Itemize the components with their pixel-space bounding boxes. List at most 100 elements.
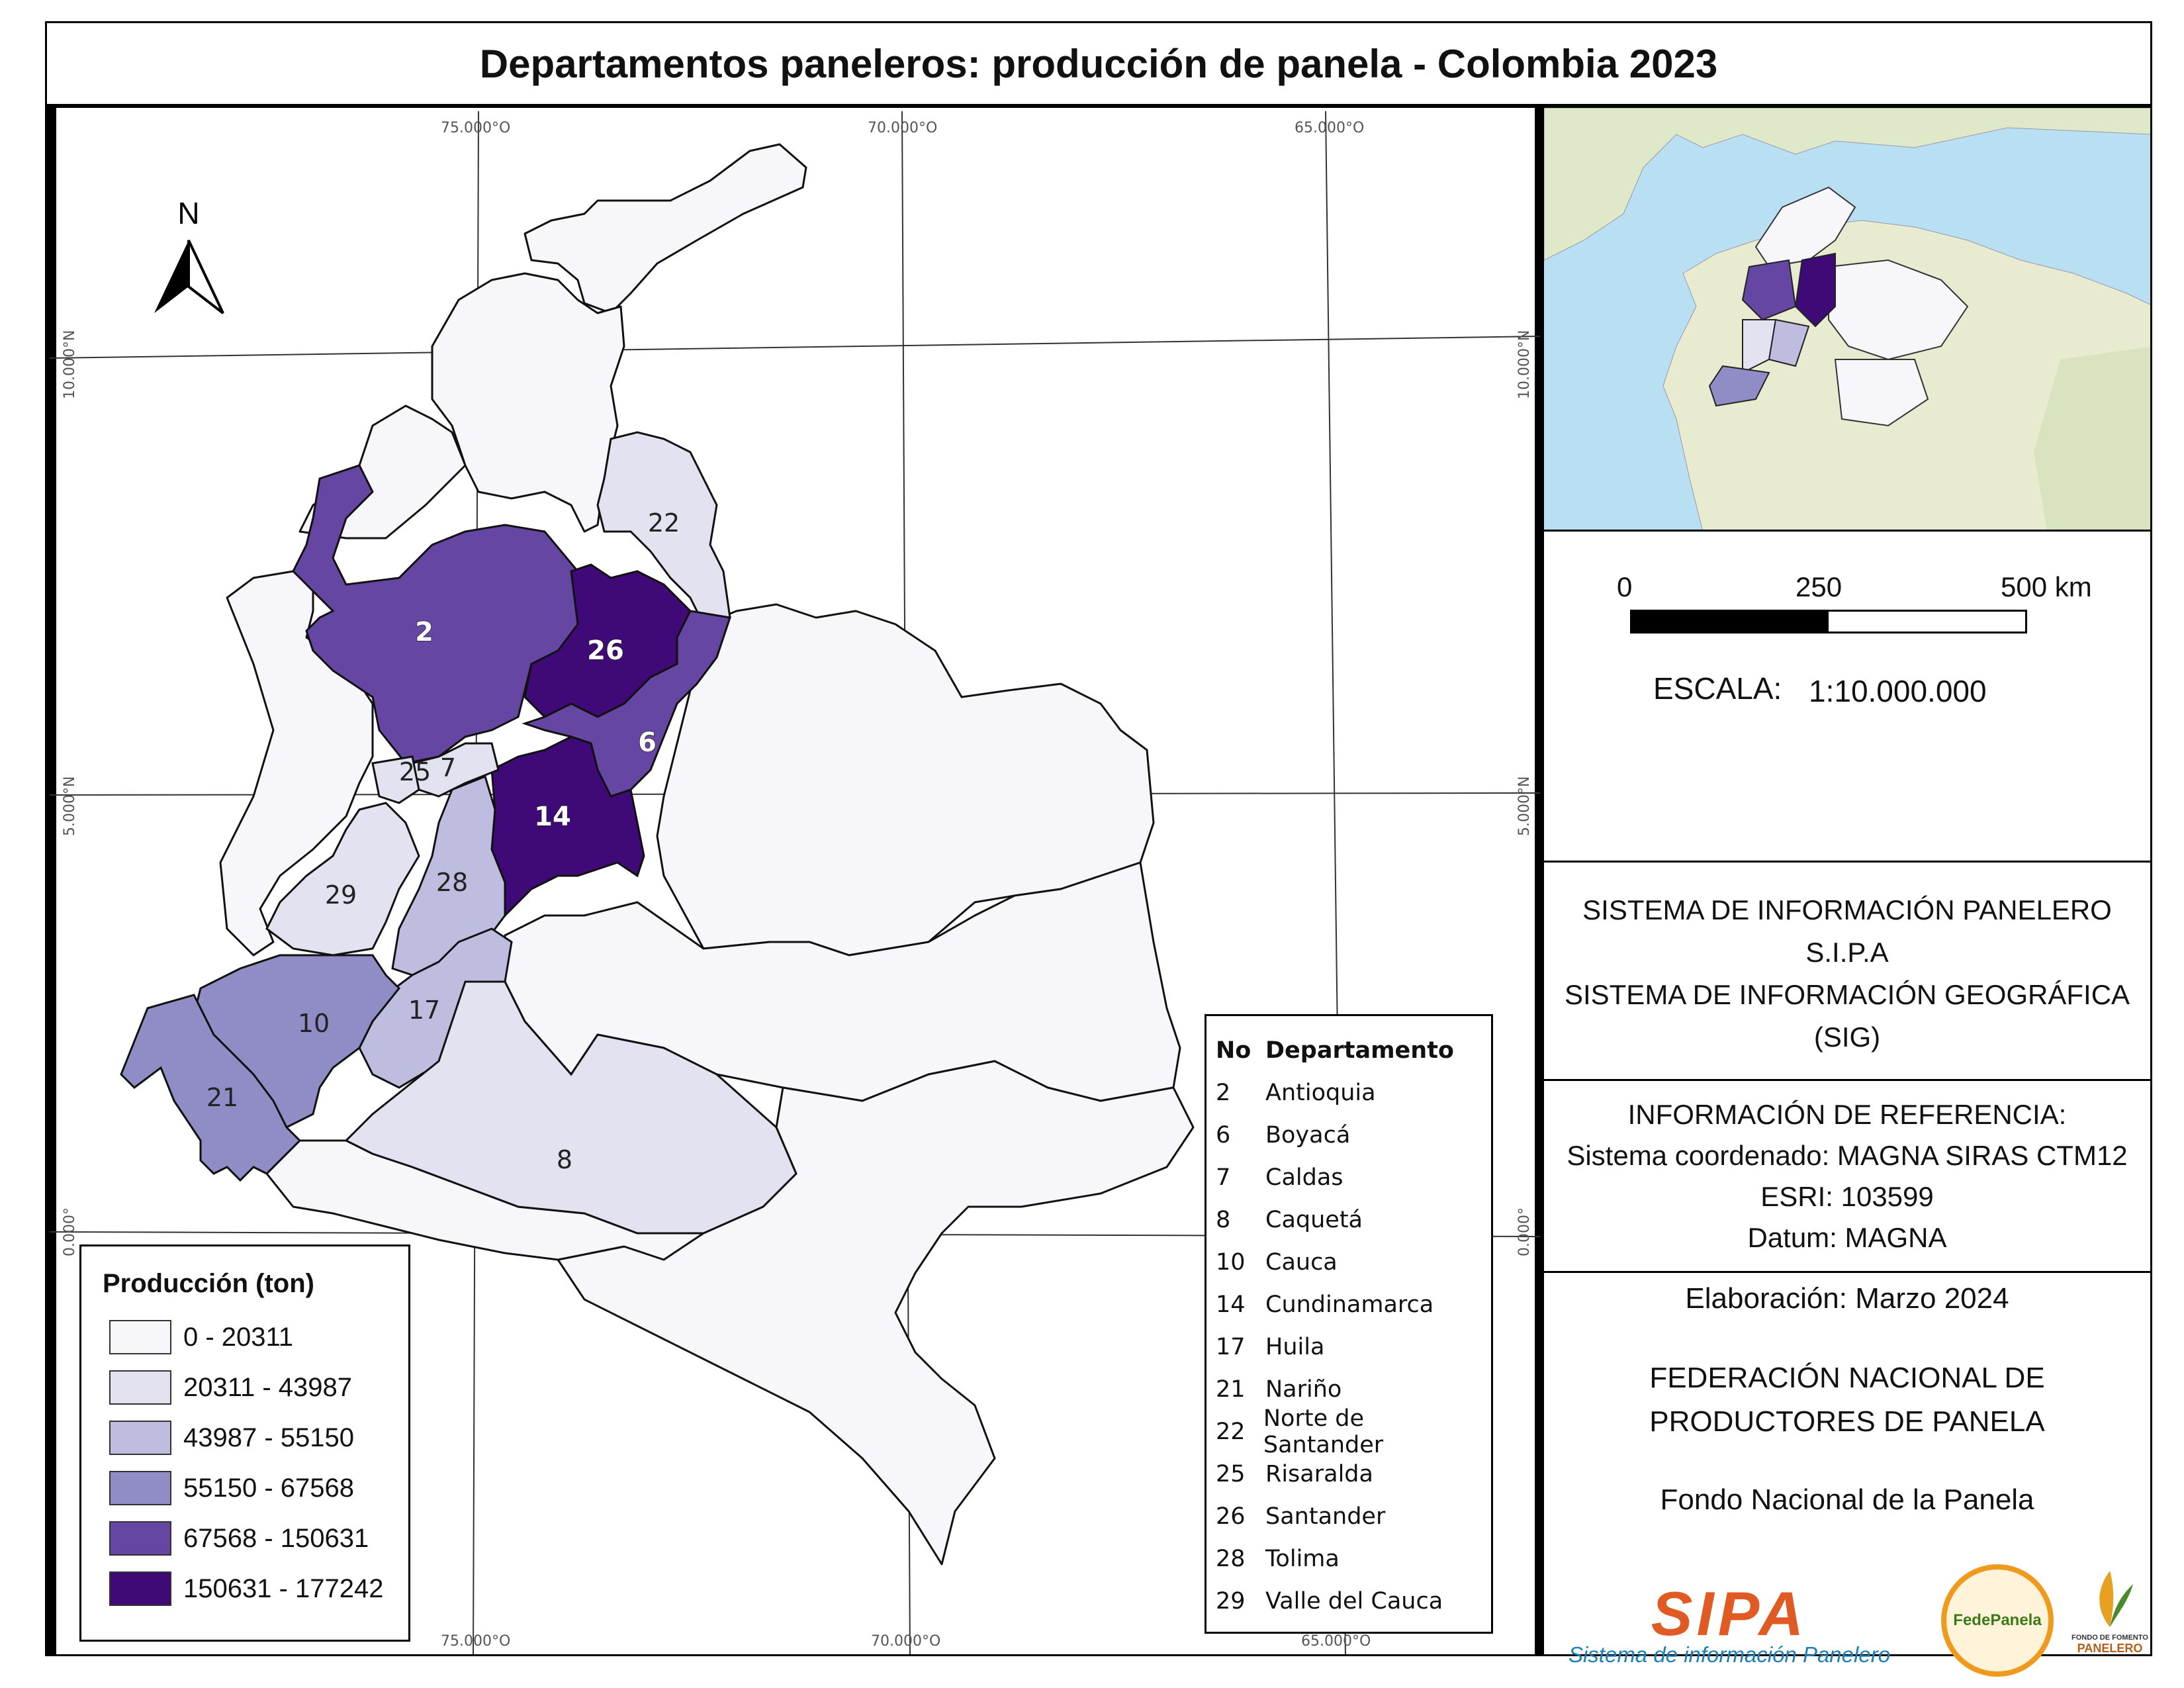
- legend-item: 0 - 20311: [96, 1312, 394, 1362]
- row-no: 22: [1216, 1419, 1246, 1445]
- scale-tick-0: 0: [1617, 571, 1633, 602]
- map-title: Departamentos paneleros: producción de p…: [45, 21, 2152, 106]
- coord-bottom-70: 70.000°O: [871, 1633, 941, 1650]
- table-row: 26 Santander: [1216, 1495, 1482, 1538]
- region-huila: [358, 927, 513, 1089]
- label-7: 7: [440, 753, 456, 782]
- elaboration-date: Elaboración: Marzo 2024: [1685, 1282, 2009, 1315]
- sipa-logo-subtitle: Sistema de información Panelero: [1568, 1642, 1891, 1667]
- table-row: 29 Valle del Cauca: [1216, 1580, 1482, 1622]
- table-row: 21 Nariño: [1216, 1368, 1482, 1411]
- federation-line-2: PRODUCTORES DE PANELA: [1649, 1405, 2045, 1438]
- row-name: Nariño: [1265, 1376, 1342, 1403]
- label-17: 17: [408, 996, 440, 1025]
- row-no: 26: [1216, 1503, 1246, 1530]
- row-name: Tolima: [1265, 1546, 1340, 1572]
- region-antioquia: [292, 464, 586, 765]
- fondo-logo-small: FONDO DE FOMENTO: [2071, 1634, 2148, 1642]
- reference-title: INFORMACIÓN DE REFERENCIA:: [1627, 1099, 2067, 1130]
- row-no: 2: [1216, 1080, 1231, 1106]
- federation-line-1: FEDERACIÓN NACIONAL DE: [1649, 1362, 2045, 1394]
- coord-bottom-75: 75.000°O: [441, 1633, 511, 1650]
- label-22: 22: [648, 508, 680, 538]
- scale-section: 0 250 500 km ESCALA: 1:10.000.000: [1544, 532, 2150, 863]
- credits-section: Elaboración: Marzo 2024 FEDERACIÓN NACIO…: [1544, 1273, 2150, 1677]
- row-name: Huila: [1265, 1334, 1325, 1360]
- coord-top-75: 75.000°O: [441, 120, 511, 136]
- inset-map: [1544, 108, 2150, 530]
- label-25: 25: [399, 757, 431, 786]
- reference-system: Sistema coordenado: MAGNA SIRAS CTM12: [1567, 1140, 2128, 1171]
- colombia-map: 22 2 26 6 25 7 14 28 29 17 10 21 8 N: [47, 108, 1540, 1654]
- row-no: 10: [1216, 1249, 1246, 1276]
- row-name: Boyacá: [1265, 1122, 1351, 1149]
- scale-label: ESCALA:: [1653, 671, 1782, 706]
- department-table: No Departamento 2 Antioquia 6 Boyacá 7 Calda…: [1205, 1014, 1493, 1634]
- label-14: 14: [534, 802, 571, 832]
- fund-name: Fondo Nacional de la Panela: [1660, 1483, 2034, 1516]
- reference-datum: Datum: MAGNA: [1747, 1222, 1947, 1253]
- label-26: 26: [587, 635, 624, 666]
- row-name: Risaralda: [1265, 1461, 1373, 1487]
- row-name: Santander: [1265, 1503, 1386, 1530]
- scale-tick-250: 250: [1796, 571, 1843, 602]
- label-8: 8: [557, 1145, 572, 1174]
- coord-right-5: 5.000°N: [1516, 776, 1533, 836]
- table-row: 6 Boyacá: [1216, 1114, 1482, 1156]
- table-row: 7 Caldas: [1216, 1156, 1482, 1199]
- row-no: 17: [1216, 1334, 1246, 1360]
- label-10: 10: [298, 1009, 330, 1038]
- legend-item: 20311 - 43987: [96, 1362, 394, 1413]
- cane-leaf-icon: [2099, 1571, 2133, 1627]
- row-no: 29: [1216, 1588, 1246, 1615]
- row-name: Caldas: [1265, 1164, 1343, 1191]
- table-row: 28 Tolima: [1216, 1538, 1482, 1580]
- table-header: No Departamento: [1216, 1029, 1482, 1072]
- legend-item: 55150 - 67568: [96, 1463, 394, 1513]
- coord-top-70: 70.000°O: [868, 120, 938, 136]
- label-21: 21: [206, 1083, 238, 1112]
- legend-label: 67568 - 150631: [183, 1523, 369, 1553]
- row-no: 28: [1216, 1546, 1246, 1572]
- north-arrow-icon: N: [154, 196, 224, 314]
- north-label: N: [177, 196, 199, 230]
- legend-swatch: [109, 1521, 171, 1556]
- header-name: Departamento: [1265, 1037, 1454, 1064]
- fedepanela-logo-text: FedePanela: [1953, 1611, 2042, 1629]
- coord-left-10: 10.000°N: [62, 330, 78, 399]
- legend-label: 150631 - 177242: [183, 1573, 384, 1603]
- coord-right-0: 0.000°: [1516, 1207, 1533, 1256]
- region-caribbean: [431, 272, 625, 533]
- region-caqueta: [344, 980, 797, 1235]
- region-guajira: [523, 143, 807, 314]
- row-no: 8: [1216, 1207, 1231, 1233]
- fondo-panelero-logo: FONDO DE FOMENTO PANELERO: [2067, 1564, 2153, 1664]
- table-row: 2 Antioquia: [1216, 1072, 1482, 1114]
- row-no: 14: [1216, 1291, 1246, 1318]
- locator-inset-map: [1544, 108, 2150, 532]
- label-6: 6: [638, 727, 657, 758]
- scale-bar-filled: [1632, 612, 1829, 632]
- row-no: 6: [1216, 1122, 1231, 1149]
- row-name: Cundinamarca: [1265, 1291, 1434, 1318]
- legend-swatch: [109, 1421, 171, 1455]
- sipa-logo-text: SIPA: [1651, 1579, 1808, 1648]
- table-row: 8 Caquetá: [1216, 1199, 1482, 1241]
- legend-label: 0 - 20311: [183, 1322, 294, 1352]
- legend-label: 43987 - 55150: [183, 1423, 355, 1452]
- legend-swatch: [109, 1571, 171, 1606]
- row-name: Valle del Cauca: [1265, 1588, 1443, 1615]
- legend-swatch: [109, 1320, 171, 1354]
- table-row: 14 Cundinamarca: [1216, 1284, 1482, 1326]
- header-no: No: [1216, 1037, 1251, 1064]
- sig-line-3: SISTEMA DE INFORMACIÓN GEOGRÁFICA: [1564, 979, 2130, 1010]
- label-28: 28: [436, 868, 468, 897]
- table-row: 22 Norte de Santander: [1216, 1405, 1482, 1458]
- region-narino: [120, 994, 302, 1182]
- coord-top-65: 65.000°O: [1295, 120, 1365, 136]
- coord-right-10: 10.000°N: [1516, 330, 1533, 399]
- fondo-logo-big: PANELERO: [2077, 1642, 2143, 1655]
- region-risaralda: [371, 755, 420, 804]
- table-row: 25 Risaralda: [1216, 1453, 1482, 1495]
- scale-value: 1:10.000.000: [1809, 674, 1987, 708]
